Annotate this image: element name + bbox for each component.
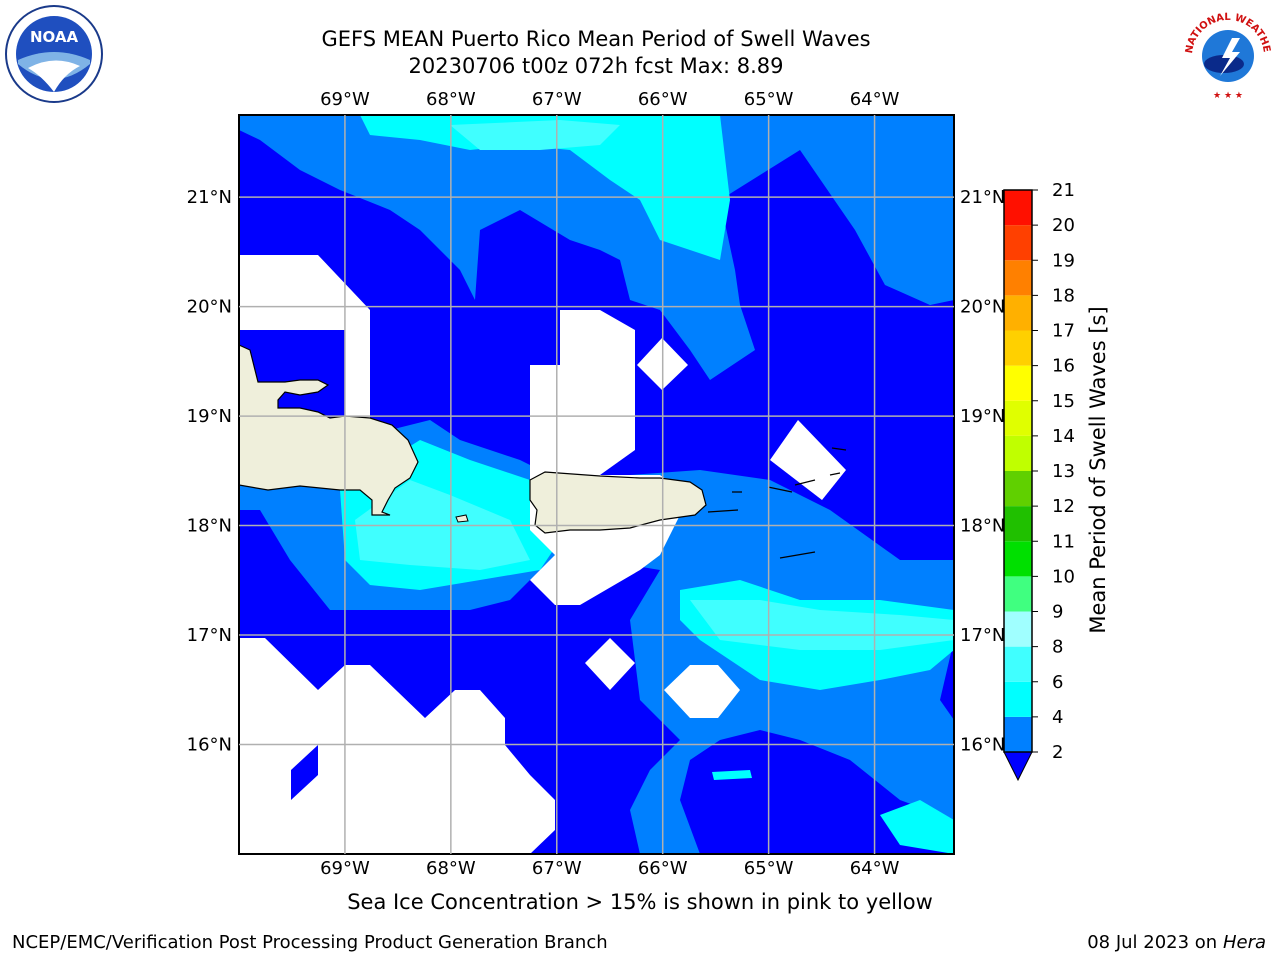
colorbar-tick-label: 16 (1052, 356, 1075, 377)
svg-text:★ ★ ★: ★ ★ ★ (1213, 91, 1243, 101)
colorbar-tick-label: 20 (1052, 215, 1075, 236)
no-data-sw (239, 638, 555, 854)
colorbar-tick-label: 18 (1052, 285, 1075, 306)
colorbar-segment (1004, 471, 1032, 507)
lon-label-top: 66°W (638, 89, 688, 110)
colorbar-segment (1004, 365, 1032, 401)
colorbar-tick-label: 6 (1052, 672, 1063, 693)
colorbar-tick-label: 14 (1052, 426, 1075, 447)
footer-date-text: 08 Jul 2023 on (1087, 932, 1223, 953)
colorbar-segment (1004, 716, 1032, 752)
colorbar-segment (1004, 260, 1032, 296)
colorbar-segment (1004, 541, 1032, 577)
lon-label-bottom: 69°W (320, 858, 370, 879)
footer-machine: Hera (1222, 932, 1266, 953)
virgin-islands (707, 447, 847, 559)
lat-label-left: 20°N (187, 297, 232, 318)
no-data-diamond3 (585, 638, 635, 690)
lat-label-right: 16°N (960, 735, 1005, 756)
colorbar-tick-label: 15 (1052, 391, 1075, 412)
lat-label-right: 18°N (960, 516, 1005, 537)
chart-subtitle: 20230706 t00z 072h fcst Max: 8.89 (408, 54, 784, 78)
swell-2-4-patch (291, 745, 318, 800)
colorbar-tick-label: 12 (1052, 496, 1075, 517)
lat-label-right: 19°N (960, 406, 1005, 427)
lat-label-left: 16°N (187, 735, 232, 756)
lon-label-top: 65°W (744, 89, 794, 110)
lon-labels-bottom: 69°W 68°W 67°W 66°W 65°W 64°W (320, 858, 900, 879)
no-data-hex (664, 665, 740, 718)
lat-labels-right: 21°N 20°N 19°N 18°N 17°N 16°N (960, 187, 1005, 755)
colorbar-segment (1004, 681, 1032, 717)
sea-ice-note-text: Sea Ice Concentration > 15% is shown in … (347, 890, 933, 914)
colorbar-tick-label: 4 (1052, 707, 1063, 728)
lat-label-right: 17°N (960, 625, 1005, 646)
colorbar-segment (1004, 330, 1032, 366)
lat-label-left: 18°N (187, 516, 232, 537)
lon-label-bottom: 68°W (426, 858, 476, 879)
sea-ice-note: Sea Ice Concentration > 15% is shown in … (0, 890, 1280, 914)
no-data-diamond2 (770, 420, 846, 500)
lat-labels-left: 21°N 20°N 19°N 18°N 17°N 16°N (187, 187, 232, 755)
lat-label-right: 20°N (960, 297, 1005, 318)
swell-4-6-north (360, 115, 730, 260)
map-frame (238, 114, 955, 855)
footer-date: 08 Jul 2023 on Hera (1087, 932, 1266, 953)
colorbar-tick-label: 19 (1052, 250, 1075, 271)
lon-label-top: 69°W (320, 89, 370, 110)
colorbar-extend (1003, 751, 1033, 782)
colorbar-segment (1004, 400, 1032, 436)
colorbar-tick-label: 17 (1052, 321, 1075, 342)
colorbar-segment (1004, 190, 1032, 226)
chart-title: GEFS MEAN Puerto Rico Mean Period of Swe… (321, 27, 871, 51)
lat-label-left: 19°N (187, 406, 232, 427)
colorbar-segment (1004, 295, 1032, 331)
colorbar-tick-label: 21 (1052, 180, 1075, 201)
lon-label-top: 67°W (532, 89, 582, 110)
colorbar-segment (1004, 506, 1032, 542)
no-data-center (530, 310, 690, 605)
colorbar-tick-label: 2 (1052, 742, 1063, 763)
hispaniola-land (238, 344, 419, 516)
lon-labels-top: 69°W 68°W 67°W 66°W 65°W 64°W (320, 89, 900, 110)
colorbar-segment (1004, 646, 1032, 682)
colorbar-tick-label: 9 (1052, 602, 1063, 623)
colorbar-tick-label: 13 (1052, 461, 1075, 482)
noaa-logo-icon: NOAA (4, 4, 104, 108)
lat-label-right: 21°N (960, 187, 1005, 208)
colorbar-segment (1004, 435, 1032, 471)
noaa-logo-text: NOAA (30, 28, 79, 46)
colorbar-tick-label: 10 (1052, 566, 1075, 587)
lon-label-bottom: 66°W (638, 858, 688, 879)
colorbar-tick-label: 8 (1052, 637, 1063, 658)
swell-6-8-north (450, 120, 620, 150)
lon-label-bottom: 65°W (744, 858, 794, 879)
colorbar-segment (1004, 225, 1032, 261)
lon-label-bottom: 64°W (850, 858, 900, 879)
swell-2-4-north (239, 115, 954, 380)
lon-label-top: 68°W (426, 89, 476, 110)
footer-credit: NCEP/EMC/Verification Post Processing Pr… (12, 932, 608, 953)
graticule (239, 115, 954, 854)
lon-label-bottom: 67°W (532, 858, 582, 879)
colorbar: 2 4 6 8 9 10 11 12 13 14 15 16 17 18 19 20 21 (1003, 180, 1075, 782)
colorbar-segment (1004, 611, 1032, 647)
swell-6-8-se (690, 600, 954, 650)
nws-logo-icon: NATIONAL WEATHER SERVICE ★ ★ ★ (1174, 0, 1278, 108)
colorbar-label: Mean Period of Swell Waves [s] (1086, 306, 1110, 633)
lat-label-left: 21°N (187, 187, 232, 208)
lat-label-left: 17°N (187, 625, 232, 646)
swell-4-6-small (712, 770, 752, 780)
colorbar-segment (1004, 576, 1032, 612)
lon-label-top: 64°W (850, 89, 900, 110)
no-data-nw (239, 255, 370, 418)
swell-4-6-se-bottom (880, 800, 954, 854)
colorbar-tick-label: 11 (1052, 531, 1075, 552)
mona-island (455, 514, 469, 523)
map-area (238, 114, 955, 855)
